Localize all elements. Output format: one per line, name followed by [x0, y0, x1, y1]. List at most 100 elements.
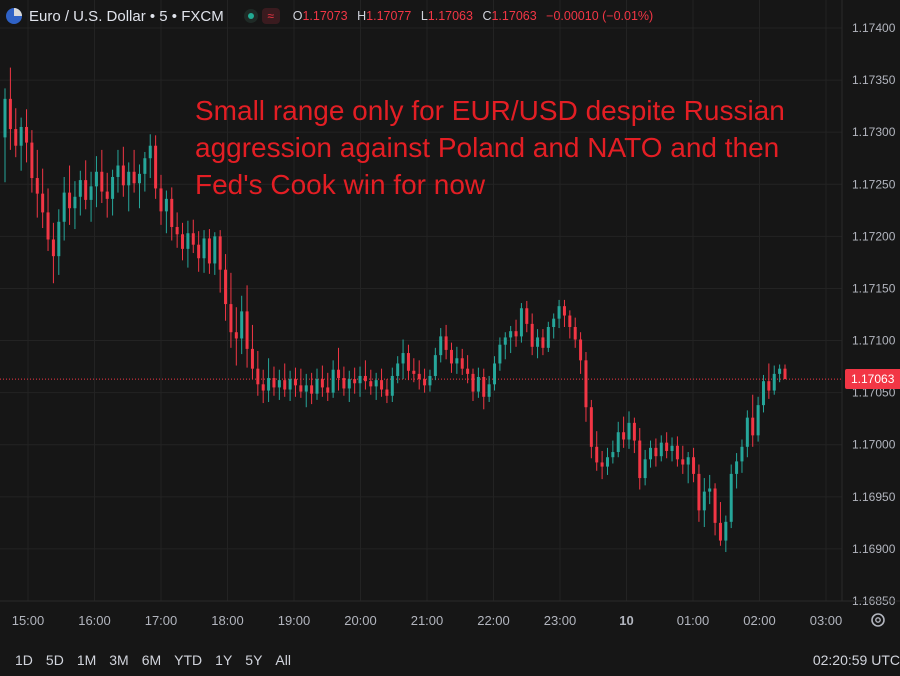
candle-body	[713, 488, 717, 523]
candle	[256, 350, 260, 396]
candle-body	[186, 233, 190, 249]
candle	[665, 432, 669, 459]
candle-body	[30, 142, 34, 179]
candle	[310, 372, 314, 405]
candle	[751, 394, 755, 447]
range-6m-button[interactable]: 6M	[141, 651, 162, 668]
candle	[369, 369, 373, 395]
candle-body	[94, 171, 98, 187]
candle	[670, 437, 674, 462]
candle-body	[25, 126, 29, 143]
candle	[326, 372, 330, 401]
candle	[315, 368, 319, 400]
x-tick-label: 18:00	[211, 613, 244, 628]
candle	[261, 369, 265, 404]
candle-body	[202, 238, 206, 259]
gear-icon[interactable]	[868, 610, 888, 630]
candle	[363, 360, 367, 390]
range-3m-button[interactable]: 3M	[109, 651, 129, 668]
candle	[638, 428, 642, 490]
candle	[105, 172, 109, 218]
candle-body	[584, 360, 588, 408]
candle	[718, 502, 722, 546]
candle-body	[19, 126, 23, 146]
candle	[14, 108, 18, 158]
candle-body	[783, 368, 787, 380]
utc-clock[interactable]: 02:20:59 UTC	[812, 652, 900, 668]
range-1y-button[interactable]: 1Y	[215, 651, 233, 668]
candle-body	[41, 193, 45, 213]
timeframe-buttons: 1D 5D 1M 3M 6M YTD 1Y 5Y All	[15, 652, 304, 668]
candle	[783, 364, 787, 380]
candle	[154, 135, 158, 199]
ohlc-open-key: O	[292, 9, 303, 23]
candle	[557, 299, 561, 329]
candle-body	[8, 98, 12, 130]
candle-body	[57, 221, 61, 257]
candle-body	[509, 331, 513, 338]
range-all-button[interactable]: All	[275, 651, 291, 668]
candle-body	[121, 165, 125, 186]
candle	[476, 367, 480, 398]
y-tick-label: 1.17150	[852, 281, 896, 295]
market-open-dot-icon[interactable]	[243, 9, 258, 23]
candle	[358, 366, 362, 397]
candle-body	[390, 375, 394, 396]
candle	[267, 358, 271, 403]
range-1m-button[interactable]: 1M	[76, 651, 97, 668]
candle-body	[466, 368, 470, 374]
candle	[68, 165, 72, 225]
candle	[170, 187, 174, 241]
range-5y-button[interactable]: 5Y	[245, 651, 263, 668]
candle	[111, 169, 115, 216]
candle	[509, 325, 513, 354]
candle-body	[89, 186, 93, 200]
range-5d-button[interactable]: 5D	[45, 651, 64, 668]
candle-body	[299, 385, 303, 392]
candle	[299, 368, 303, 398]
candle-body	[412, 370, 416, 374]
candle	[35, 149, 39, 218]
candle	[595, 431, 599, 471]
candle-body	[363, 375, 367, 382]
y-tick-label: 1.17200	[852, 229, 896, 243]
candle-body	[406, 353, 410, 371]
symbol-title[interactable]: Euro / U.S. Dollar • 5 • FXCM	[29, 7, 224, 25]
candle	[767, 363, 771, 399]
candle-body	[579, 339, 583, 361]
candle-body	[605, 457, 609, 467]
candle	[283, 363, 287, 397]
candle-body	[665, 442, 669, 451]
candle	[579, 332, 583, 374]
candle-body	[272, 378, 276, 388]
candle-body	[84, 180, 88, 200]
candle	[433, 347, 437, 381]
candle	[681, 445, 685, 474]
range-ytd-button[interactable]: YTD	[174, 651, 203, 668]
wave-icon[interactable]: ≈	[261, 8, 280, 24]
candle-body	[267, 378, 271, 391]
candle	[385, 379, 389, 404]
candle-body	[111, 176, 115, 199]
candle-body	[396, 363, 400, 376]
candle-body	[546, 327, 550, 348]
candle-body	[692, 457, 696, 474]
candle	[568, 310, 572, 339]
range-1d-button[interactable]: 1D	[15, 651, 33, 668]
candle	[337, 347, 341, 391]
candle-body	[170, 198, 174, 227]
candle-body	[100, 171, 104, 192]
bottom-toolbar: 1D 5D 1M 3M 6M YTD 1Y 5Y All 02:20:59 UT…	[0, 643, 900, 676]
candle-body	[256, 368, 260, 385]
candle-body	[568, 315, 572, 328]
candle-body	[778, 368, 782, 374]
candle	[605, 447, 609, 475]
candle-body	[718, 522, 722, 541]
candle-body	[476, 377, 480, 392]
candle	[675, 436, 679, 467]
candle-body	[240, 311, 244, 339]
x-tick-label: 19:00	[278, 613, 311, 628]
candle	[541, 329, 545, 356]
candle-body	[234, 332, 238, 339]
